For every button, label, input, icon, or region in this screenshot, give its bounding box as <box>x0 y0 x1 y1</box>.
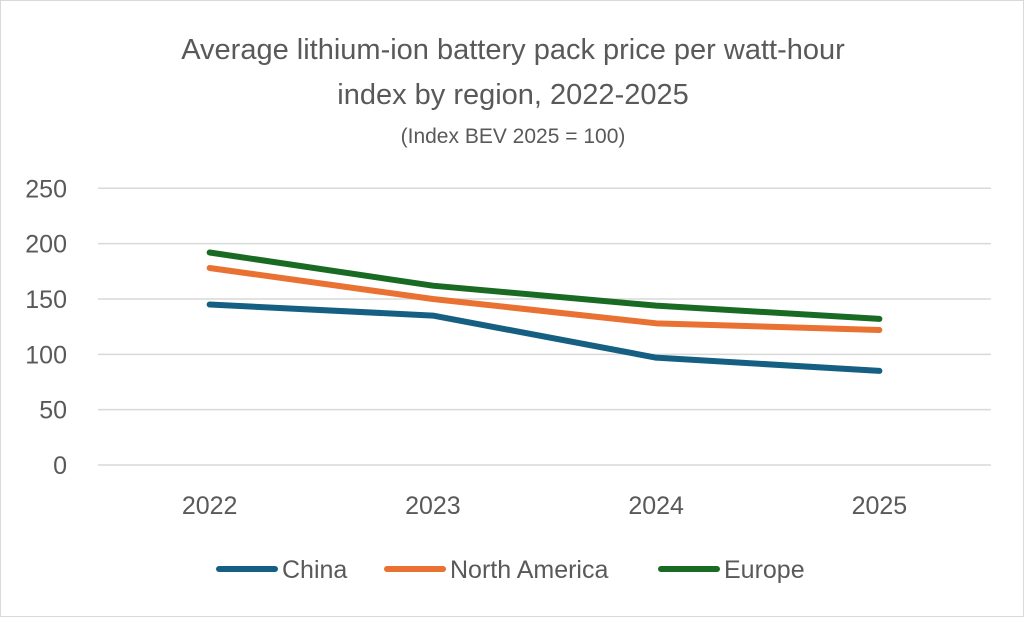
y-tick-label: 100 <box>25 341 67 369</box>
x-tick-label: 2024 <box>628 492 684 520</box>
y-tick-label: 0 <box>53 452 67 480</box>
chart-title-line-1: Average lithium-ion battery pack price p… <box>181 34 845 66</box>
x-tick-label: 2025 <box>852 492 908 520</box>
chart-title-line-2: index by region, 2022-2025 <box>337 79 688 111</box>
y-tick-label: 150 <box>25 286 67 314</box>
y-tick-label: 50 <box>39 397 67 425</box>
legend-label: Europe <box>724 556 805 584</box>
y-tick-label: 200 <box>25 231 67 259</box>
x-tick-label: 2022 <box>182 492 238 520</box>
legend-label: North America <box>450 556 608 584</box>
x-tick-label: 2023 <box>405 492 461 520</box>
chart-subtitle: (Index BEV 2025 = 100) <box>401 125 626 148</box>
y-tick-label: 250 <box>25 175 67 203</box>
legend-label: China <box>282 556 347 584</box>
